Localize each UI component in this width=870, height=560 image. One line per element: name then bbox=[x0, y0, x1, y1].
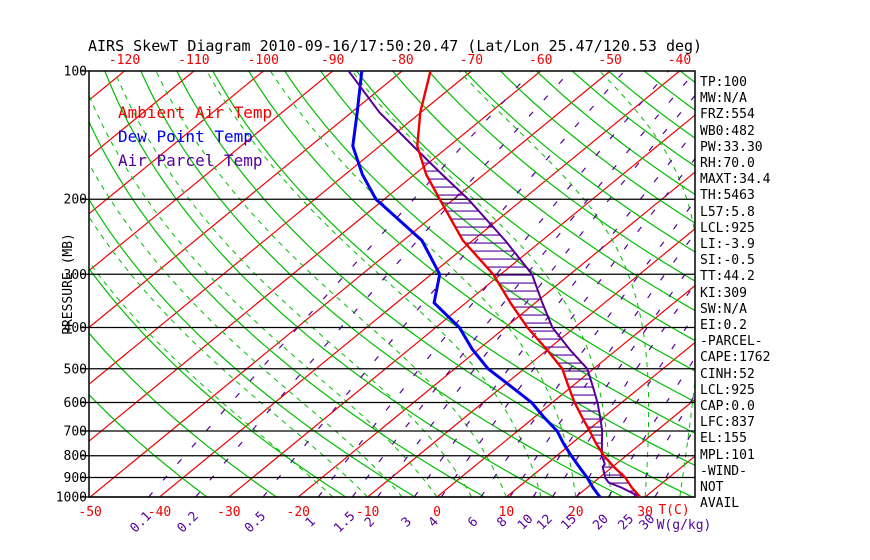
stat-line: PW:33.30 bbox=[700, 139, 763, 155]
axis-tick-label: -40 bbox=[668, 53, 691, 68]
axis-tick-label: 600 bbox=[64, 396, 87, 411]
stat-line: TT:44.2 bbox=[700, 269, 755, 285]
pressure-grid-layer bbox=[81, 70, 696, 498]
stat-line: LCL:925 bbox=[700, 382, 755, 398]
axis-tick-label: 25 bbox=[615, 512, 637, 534]
axis-tick-label: 0.5 bbox=[242, 509, 269, 536]
stat-line: CAPE:1762 bbox=[700, 350, 771, 366]
axis-tick-label: 800 bbox=[64, 449, 87, 464]
stat-line: SW:N/A bbox=[700, 301, 747, 317]
axis-tick-label: PRESSURE (MB) bbox=[61, 233, 76, 335]
stat-line: CINH:52 bbox=[700, 366, 755, 382]
axis-tick-label: 500 bbox=[64, 362, 87, 377]
stat-line: EI:0.2 bbox=[700, 318, 747, 334]
stat-line: KI:309 bbox=[700, 285, 747, 301]
legend-dew-point: Dew Point Temp bbox=[118, 127, 253, 146]
axis-tick-label: W(g/kg) bbox=[657, 518, 712, 533]
stat-line: CAP:0.0 bbox=[700, 399, 755, 415]
stat-line: WB0:482 bbox=[700, 123, 755, 139]
axis-tick-label: -40 bbox=[148, 505, 171, 520]
legend: Ambient Air Temp Dew Point Temp Air Parc… bbox=[118, 101, 272, 173]
axis-tick-label: 6 bbox=[465, 514, 481, 530]
axis-tick-label: 1.5 bbox=[331, 509, 358, 536]
axis-tick-label: -30 bbox=[217, 505, 240, 520]
axis-tick-label: -120 bbox=[109, 53, 140, 68]
axis-tick-label: 20 bbox=[590, 512, 612, 534]
axis-tick-label: -50 bbox=[598, 53, 621, 68]
curve-dew-point-temp bbox=[351, 71, 602, 497]
axis-tick-label: 3 bbox=[399, 514, 415, 530]
axis-tick-label: -80 bbox=[390, 53, 413, 68]
legend-ambient-temp: Ambient Air Temp bbox=[118, 103, 273, 122]
axis-tick-label: 200 bbox=[64, 193, 87, 208]
axis-tick-label: 0 bbox=[433, 505, 441, 520]
curve-air-parcel-temp bbox=[347, 71, 641, 497]
chart-title: AIRS SkewT Diagram 2010-09-16/17:50:20.4… bbox=[88, 37, 703, 55]
axis-tick-label: 900 bbox=[64, 471, 87, 486]
stat-line: TP:100 bbox=[700, 75, 747, 90]
axis-tick-label: -110 bbox=[178, 53, 209, 68]
stat-line: L57:5.8 bbox=[700, 204, 755, 220]
axis-tick-label: 300 bbox=[64, 268, 87, 283]
stat-line: LCL:925 bbox=[700, 220, 755, 236]
stat-line: -WIND- bbox=[700, 463, 747, 479]
axis-tick-label: -100 bbox=[248, 53, 279, 68]
stat-line: RH:70.0 bbox=[700, 156, 755, 172]
axis-tick-label: -90 bbox=[321, 53, 344, 68]
stat-line: AVAIL bbox=[700, 496, 740, 512]
axis-tick-label: 30 bbox=[637, 505, 653, 520]
axis-tick-label: 0.2 bbox=[175, 509, 202, 536]
axis-tick-label: 1000 bbox=[56, 491, 87, 506]
axis-tick-label: -60 bbox=[529, 53, 552, 68]
stat-line: SI:-0.5 bbox=[700, 253, 755, 269]
axis-tick-label: 12 bbox=[534, 512, 556, 534]
stat-line: EL:155 bbox=[700, 431, 747, 447]
axis-tick-label: -70 bbox=[460, 53, 483, 68]
stat-line: TH:5463 bbox=[700, 188, 755, 204]
stats-panel: TP:100 MW:N/A FRZ:554 WB0:482 PW:33.30 RH:70.… bbox=[700, 75, 770, 512]
axis-tick-label: -50 bbox=[78, 505, 101, 520]
stat-line: -PARCEL- bbox=[700, 334, 763, 350]
axis-tick-label: 10 bbox=[499, 505, 515, 520]
stat-line: NOT bbox=[700, 480, 724, 496]
axis-tick-label: T(C) bbox=[658, 503, 689, 518]
stat-line: MPL:101 bbox=[700, 447, 755, 463]
stat-line: LFC:837 bbox=[700, 415, 755, 431]
moist-adiabats-layer bbox=[89, 71, 695, 497]
cape-hatch-layer bbox=[420, 154, 635, 492]
legend-air-parcel: Air Parcel Temp bbox=[118, 151, 263, 170]
axis-tick-label: -10 bbox=[356, 505, 379, 520]
axis-tick-label: -20 bbox=[287, 505, 310, 520]
axis-tick-label: 400 bbox=[64, 321, 87, 336]
axis-tick-label: 700 bbox=[64, 425, 87, 440]
axis-tick-label: 100 bbox=[64, 65, 87, 80]
axis-labels-layer: 1002003004005006007008009001000PRESSURE … bbox=[56, 53, 712, 536]
axis-tick-label: 20 bbox=[568, 505, 584, 520]
mixing-ratio-layer bbox=[148, 71, 695, 497]
stat-line: FRZ:554 bbox=[700, 107, 755, 123]
dry-adiabats-layer bbox=[89, 71, 695, 497]
stat-line: LI:-3.9 bbox=[700, 237, 755, 253]
stat-line: MW:N/A bbox=[700, 91, 747, 107]
axis-tick-label: 1 bbox=[303, 514, 319, 530]
curve-ambient-air-temp bbox=[416, 71, 642, 497]
stat-line: MAXT:34.4 bbox=[700, 172, 771, 188]
